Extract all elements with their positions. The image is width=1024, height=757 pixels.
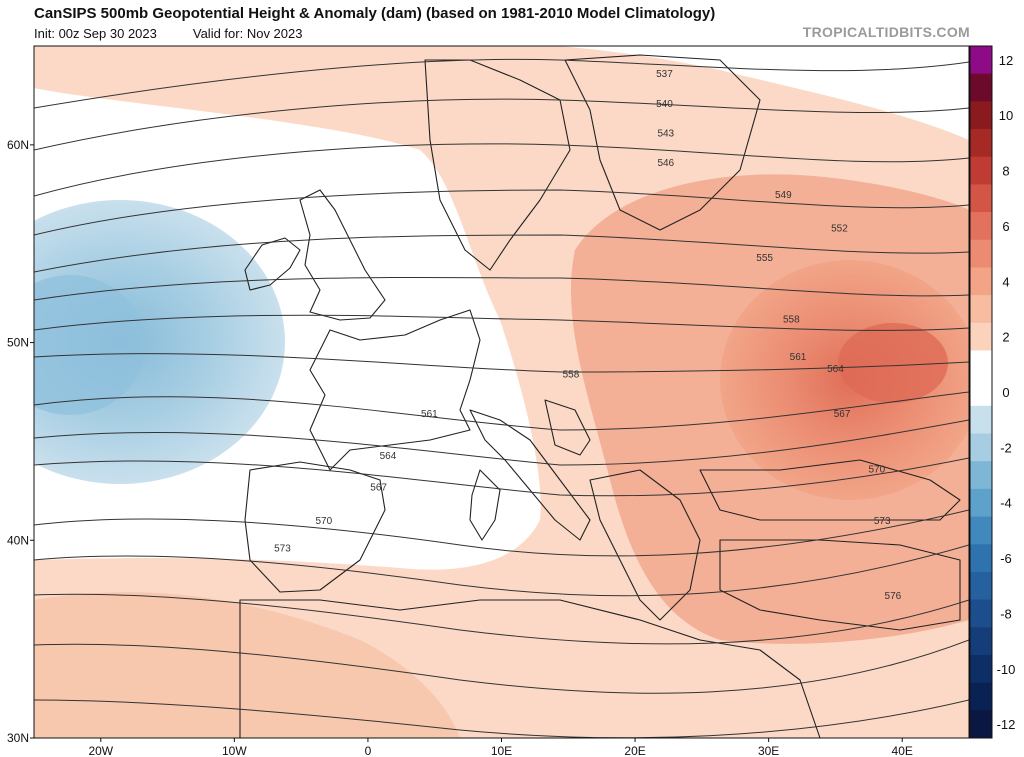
lon-tick-label: 40E	[892, 744, 913, 757]
colorbar-swatch	[970, 710, 992, 739]
contour-label: 573	[274, 544, 291, 555]
lon-tick-label: 0	[365, 744, 372, 757]
lat-tick-label: 30N	[7, 731, 29, 745]
anomaly-fill-max-positive	[838, 323, 948, 403]
height-contours	[34, 58, 969, 738]
colorbar-swatch	[970, 267, 992, 296]
colorbar-swatch	[970, 46, 992, 75]
colorbar-label: -2	[1000, 440, 1012, 455]
contour-label: 564	[380, 451, 397, 462]
contour-label: 552	[831, 223, 848, 234]
colorbar-swatch	[970, 544, 992, 573]
contour-label: 558	[563, 370, 580, 381]
colorbar-swatch	[970, 433, 992, 462]
contour-label: 540	[656, 99, 673, 110]
contour-label: 567	[370, 482, 387, 493]
colorbar-swatch	[970, 627, 992, 656]
lon-tick-label: 10W	[222, 744, 247, 757]
contour-label: 546	[657, 158, 674, 169]
colorbar-label: -6	[1000, 551, 1012, 566]
longitude-labels: 20W 10W 0 10E 20E 30E 40E	[88, 738, 913, 757]
anomaly-fill-negative-core	[34, 275, 145, 415]
contour-label: 561	[421, 409, 438, 420]
init-time: Init: 00z Sep 30 2023	[34, 26, 157, 41]
colorbar-swatch	[970, 405, 992, 435]
lon-tick-label: 10E	[491, 744, 512, 757]
valid-time: Valid for: Nov 2023	[192, 26, 303, 41]
contour-label: 561	[790, 352, 807, 363]
lat-tick-label: 40N	[7, 533, 29, 547]
contour-label: 567	[834, 409, 851, 420]
contour-label: 558	[783, 314, 800, 325]
colorbar-swatch	[970, 682, 992, 711]
contour-label: 570	[868, 465, 885, 476]
colorbar-swatch	[970, 129, 992, 158]
colorbar-swatch	[970, 156, 992, 185]
contour-label: 543	[657, 128, 674, 139]
colorbar-border	[969, 45, 993, 739]
colorbar: 12 10 8 6 4 2 0 -2 -4 -6 -8 -10 -12	[969, 45, 1016, 739]
map-frame: 537 540 543 546 549 552 555 558 558 561 561 564 564 5…	[34, 46, 969, 738]
colorbar-label: 0	[1002, 385, 1009, 400]
lat-tick-label: 60N	[7, 138, 29, 152]
contour-label: 555	[756, 253, 773, 264]
contour-labels: 537 540 543 546 549 552 555 558 558 561 561 564 564 5…	[274, 69, 902, 602]
colorbar-label: -10	[997, 662, 1016, 677]
latitude-labels: 60N 50N 40N 30N	[7, 138, 34, 745]
colorbar-swatch	[970, 212, 992, 241]
colorbar-label: -4	[1000, 496, 1012, 511]
watermark: TROPICALTIDBITS.COM	[802, 24, 970, 40]
colorbar-swatch	[970, 378, 992, 407]
colorbar-swatch	[970, 488, 992, 518]
contour-label: 576	[885, 591, 902, 602]
colorbar-swatch	[970, 101, 992, 130]
lon-tick-label: 20W	[88, 744, 113, 757]
chart-title: CanSIPS 500mb Geopotential Height & Anom…	[34, 5, 716, 22]
chart-subtitle: Init: 00z Sep 30 2023 Valid for: Nov 2023	[34, 26, 302, 41]
colorbar-swatch	[970, 516, 992, 545]
colorbar-label: -8	[1000, 606, 1012, 621]
lat-tick-label: 50N	[7, 336, 29, 350]
colorbar-swatch	[970, 350, 992, 379]
coastlines	[239, 54, 961, 738]
colorbar-label: -12	[997, 717, 1016, 732]
contour-label: 570	[316, 516, 333, 527]
colorbar-label: 4	[1002, 274, 1009, 289]
contour-label: 573	[874, 516, 891, 527]
colorbar-label: 6	[1002, 219, 1009, 234]
colorbar-swatch	[970, 184, 992, 213]
colorbar-swatch	[970, 322, 992, 351]
contour-label: 549	[775, 190, 792, 201]
contour-label: 537	[656, 69, 673, 80]
colorbar-label: 2	[1002, 330, 1009, 345]
colorbar-label: 10	[999, 108, 1013, 123]
colorbar-swatch	[970, 654, 992, 684]
colorbar-swatch	[970, 599, 992, 628]
anomaly-fill-neutral-north	[560, 46, 969, 140]
colorbar-label: 12	[999, 53, 1013, 68]
colorbar-swatch	[970, 571, 992, 601]
anomaly-fill-southwest-positive	[34, 592, 460, 738]
colorbar-swatch	[970, 239, 992, 268]
anomaly-fill-negative	[34, 200, 285, 484]
contour-label: 564	[827, 364, 844, 375]
lon-tick-label: 20E	[624, 744, 645, 757]
colorbar-label: 8	[1002, 164, 1009, 179]
colorbar-swatch	[970, 73, 992, 102]
colorbar-swatch	[970, 461, 992, 490]
lon-tick-label: 30E	[758, 744, 779, 757]
colorbar-swatch	[970, 295, 992, 324]
